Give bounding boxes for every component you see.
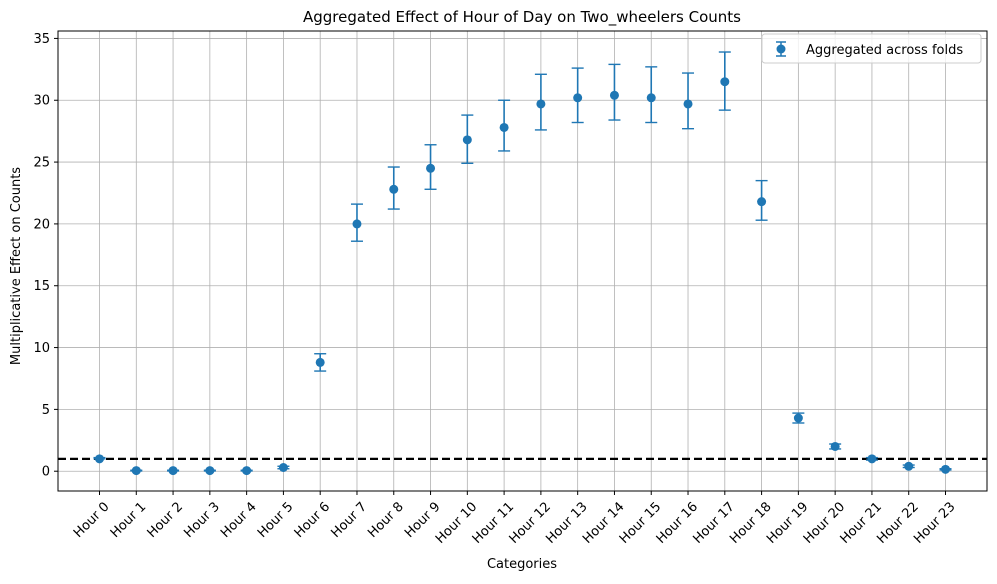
chart-title: Aggregated Effect of Hour of Day on Two_… [303, 8, 741, 27]
data-point [499, 122, 509, 132]
x-tick-label: Hour 7 [329, 499, 371, 541]
data-point [315, 357, 325, 367]
x-tick-label: Hour 0 [71, 499, 113, 541]
data-point [904, 461, 914, 471]
data-point [426, 163, 436, 173]
data-point [609, 90, 619, 100]
x-tick-label: Hour 6 [292, 499, 334, 541]
y-tick-label: 5 [42, 403, 50, 418]
data-point [131, 466, 141, 476]
data-point [462, 135, 472, 145]
data-point [793, 413, 803, 423]
data-point [867, 454, 877, 464]
data-point [205, 466, 215, 476]
x-axis-label: Categories [487, 557, 557, 572]
plot-frame [57, 30, 988, 492]
x-tick-label: Hour 5 [255, 499, 297, 541]
data-point [720, 77, 730, 87]
y-tick-label: 25 [33, 156, 50, 171]
x-tick-label: Hour 3 [181, 499, 223, 541]
y-tick-label: 30 [33, 94, 50, 109]
y-tick-label: 35 [33, 32, 50, 47]
legend: Aggregated across folds [761, 33, 982, 64]
data-point [573, 93, 583, 103]
legend-label: Aggregated across folds [806, 43, 963, 58]
grid-layer [58, 31, 987, 491]
data-point [941, 464, 950, 474]
x-tick-label: Hour 8 [365, 499, 407, 541]
x-tick-label: Hour 1 [108, 499, 150, 541]
data-point [646, 93, 656, 103]
data-point [242, 466, 252, 476]
data-point [536, 99, 546, 109]
data-point [683, 99, 693, 109]
data-point [389, 184, 399, 194]
legend-box [761, 33, 982, 64]
data-point [757, 197, 767, 207]
x-tick-label: Hour 23 [911, 499, 958, 546]
legend-point-marker [776, 44, 786, 54]
y-axis-label: Multiplicative Effect on Counts [9, 167, 24, 365]
data-layer [93, 51, 952, 476]
y-tick-label: 20 [33, 217, 50, 232]
y-tick-label: 15 [33, 279, 50, 294]
data-point [278, 463, 288, 473]
data-point [95, 454, 104, 464]
y-tick-label: 0 [42, 465, 50, 480]
data-point [830, 441, 840, 451]
data-point [168, 466, 178, 476]
x-tick-label: Hour 2 [145, 499, 187, 541]
x-tick-label: Hour 4 [218, 499, 260, 541]
y-tick-label: 10 [33, 341, 50, 356]
data-point [352, 219, 362, 229]
